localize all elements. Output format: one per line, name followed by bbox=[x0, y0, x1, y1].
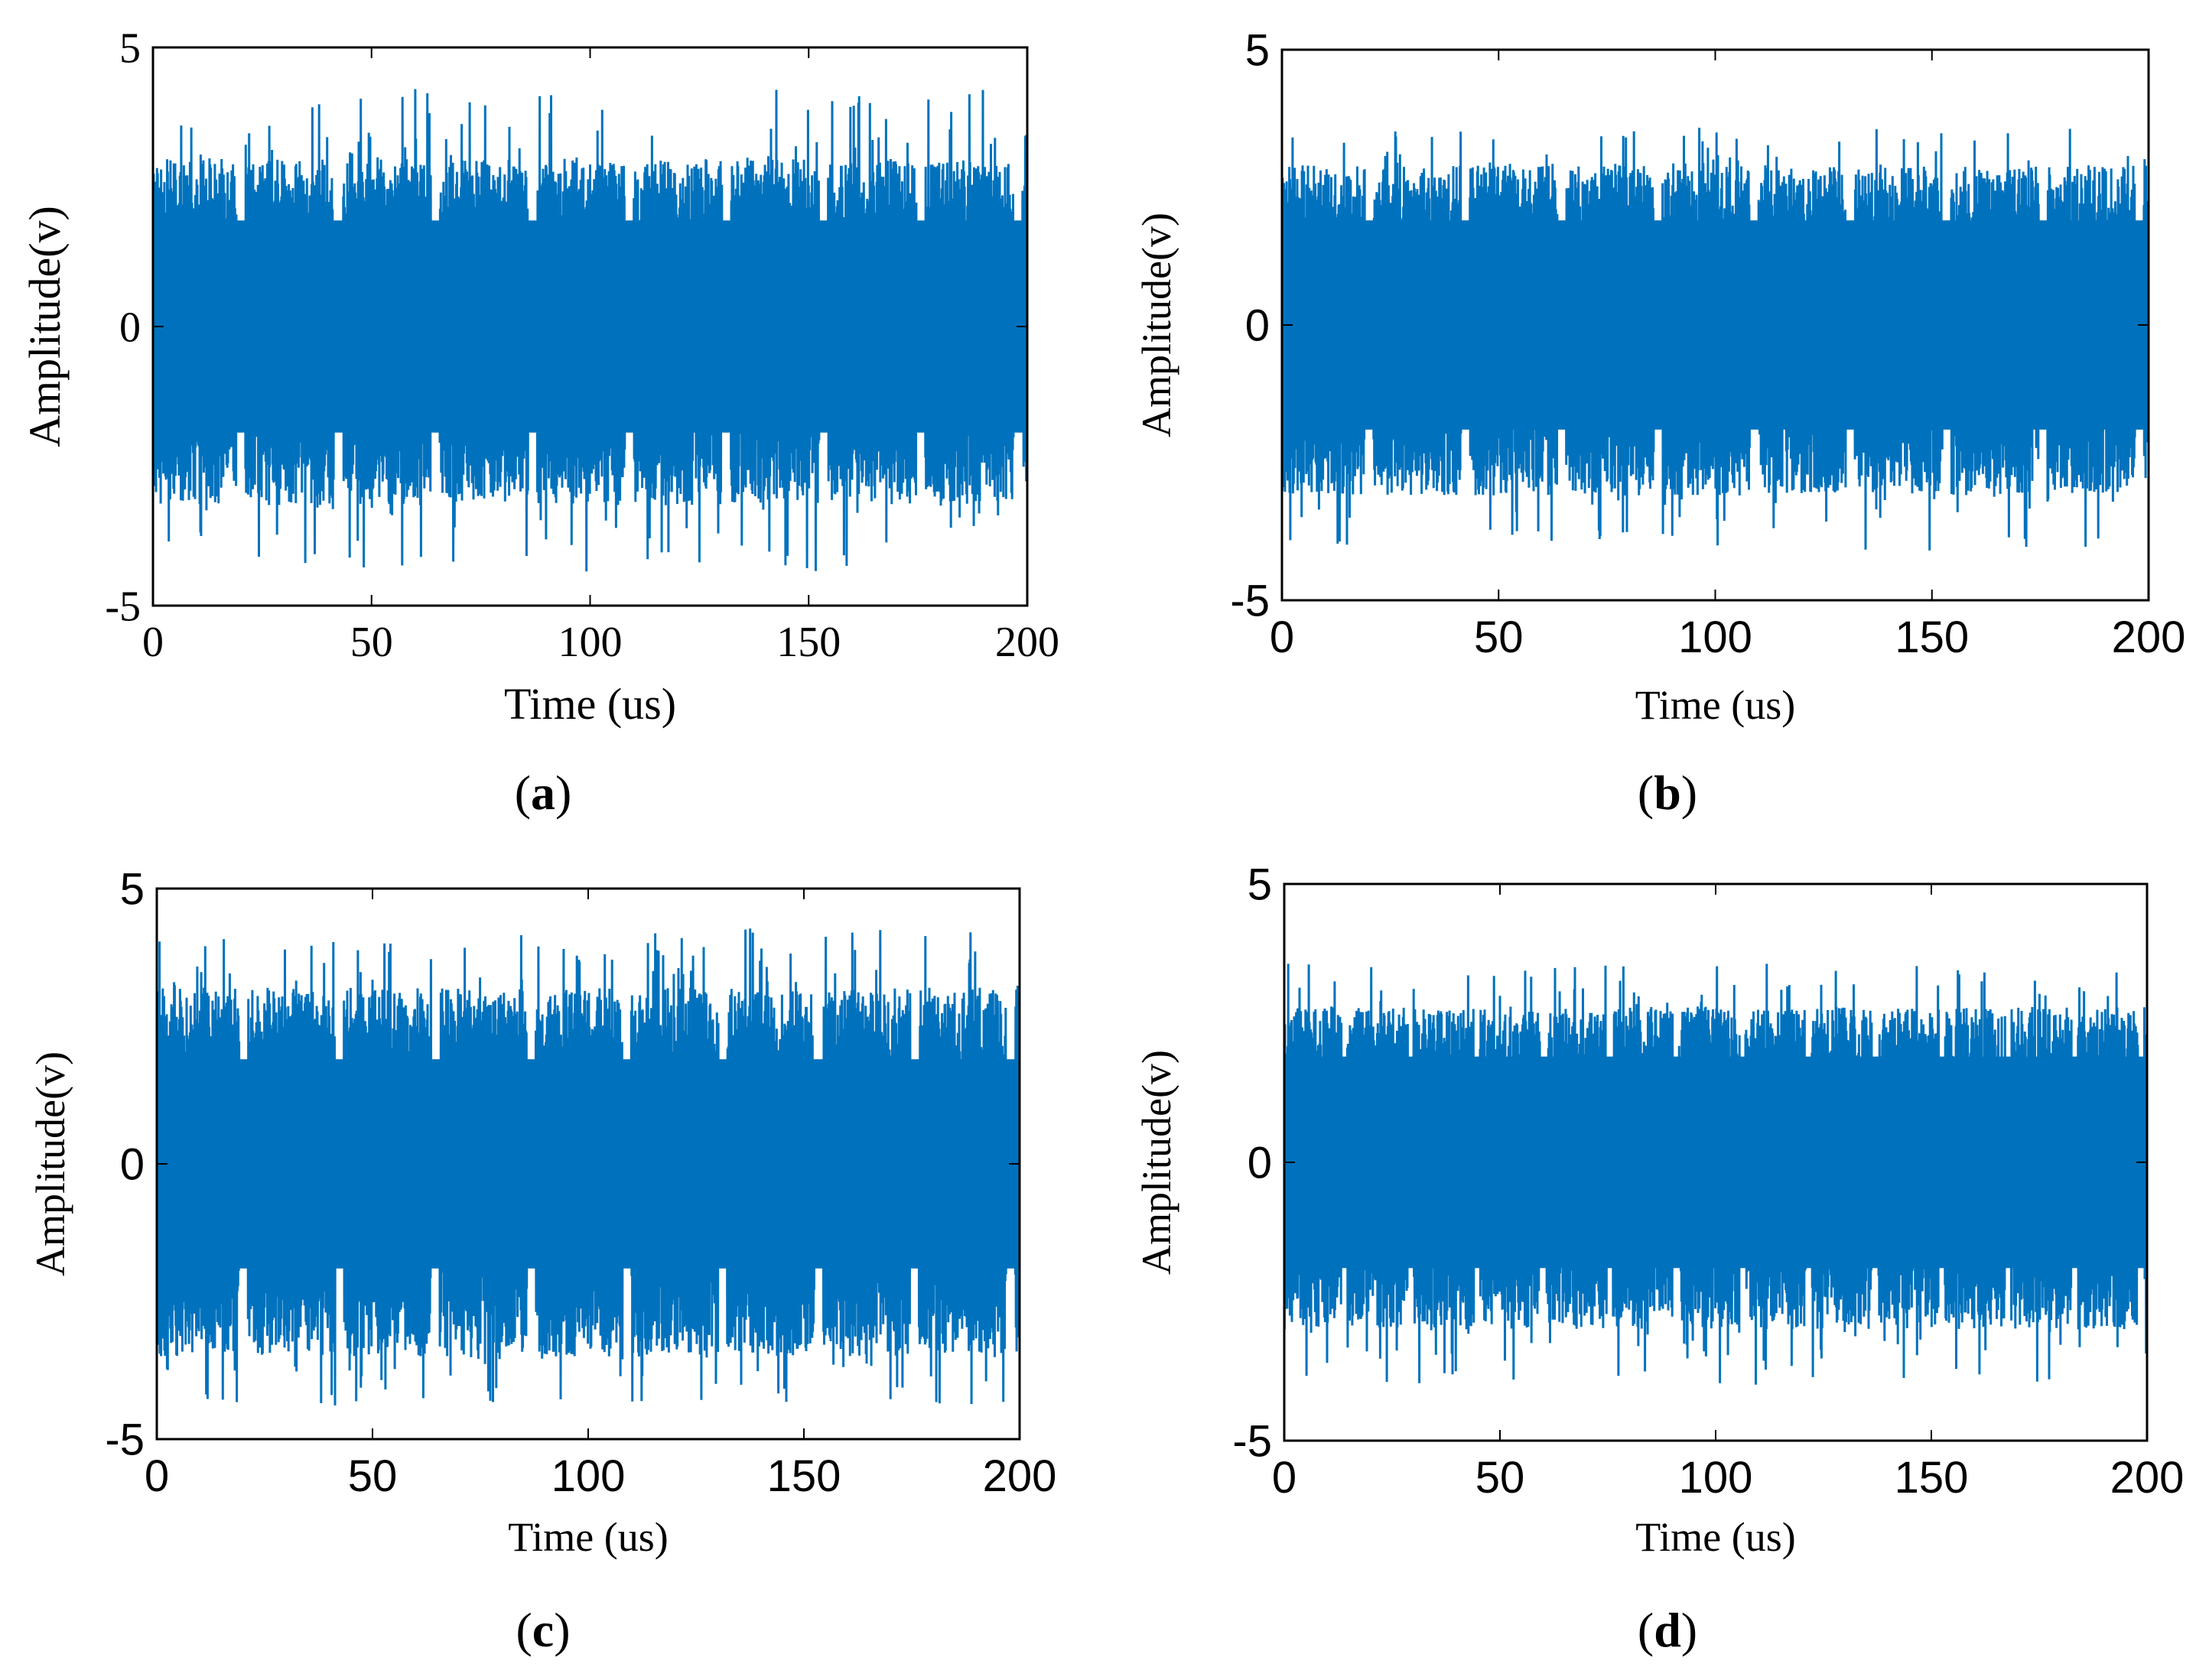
caption-c: (c) bbox=[516, 1603, 571, 1657]
chart-panel-b: 0 50 100 150 200 -5 0 5 Time (us) Amplitude(v) bbox=[1104, 0, 2209, 757]
y-tick-label: 0 bbox=[120, 1139, 145, 1189]
x-tick-label: 100 bbox=[1679, 1453, 1753, 1503]
x-tick-label: 200 bbox=[2110, 1453, 2185, 1503]
chart-panel-d: 0 50 100 150 200 -5 0 5 Time (us) Amplitude(v) bbox=[1104, 840, 2209, 1597]
y-tick-label: 5 bbox=[1245, 25, 1270, 75]
caption-b: (b) bbox=[1637, 765, 1698, 820]
y-axis-label: Amplitude(v) bbox=[1134, 213, 1179, 437]
signal-core-band bbox=[153, 220, 1027, 433]
x-tick-label: 200 bbox=[2112, 613, 2186, 662]
x-tick-label: 0 bbox=[1270, 613, 1294, 662]
caption-a-letter: a bbox=[531, 765, 555, 820]
y-tick-label: 5 bbox=[1248, 859, 1272, 909]
y-tick-label: -5 bbox=[105, 583, 141, 631]
caption-d-letter: d bbox=[1654, 1603, 1681, 1657]
y-tick-label: 5 bbox=[119, 25, 141, 73]
y-tick-label: 5 bbox=[120, 864, 145, 914]
x-tick-label: 0 bbox=[145, 1451, 169, 1501]
y-axis-label: Amplitude(v) bbox=[20, 206, 70, 447]
x-axis-label: Time (us) bbox=[1635, 682, 1796, 728]
x-tick-label: 100 bbox=[551, 1451, 626, 1501]
signal-core-band bbox=[157, 1059, 1020, 1269]
x-tick-label: 200 bbox=[995, 619, 1059, 666]
x-tick-label: 100 bbox=[1678, 613, 1752, 662]
chart-panel-a: 0 50 100 150 200 -5 0 5 Time (us) Amplitude(v) bbox=[0, 0, 1104, 757]
x-axis-label: Time (us) bbox=[1635, 1514, 1796, 1560]
y-tick-label: -5 bbox=[1232, 1416, 1272, 1466]
caption-d: (d) bbox=[1637, 1603, 1698, 1657]
x-tick-label: 150 bbox=[1895, 1453, 1969, 1503]
y-axis-label: Amplitude(v) bbox=[1134, 1050, 1179, 1275]
chart-panel-c: 0 50 100 150 200 -5 0 5 Time (us) Amplitude(v) bbox=[0, 840, 1104, 1597]
x-tick-label: 150 bbox=[1895, 613, 1969, 662]
caption-b-letter: b bbox=[1654, 765, 1681, 820]
x-tick-label: 100 bbox=[558, 619, 623, 666]
y-tick-label: 0 bbox=[1248, 1138, 1272, 1188]
x-axis-label: Time (us) bbox=[504, 679, 676, 729]
y-tick-label: 0 bbox=[1245, 301, 1270, 350]
y-axis-label: Amplitude(v) bbox=[28, 1051, 73, 1276]
x-tick-label: 150 bbox=[767, 1451, 841, 1501]
caption-c-letter: c bbox=[532, 1603, 555, 1657]
x-tick-label: 50 bbox=[350, 619, 393, 666]
signal-core-band bbox=[1284, 1056, 2147, 1269]
y-tick-label: -5 bbox=[1230, 576, 1270, 626]
x-tick-label: 0 bbox=[142, 619, 164, 666]
x-tick-label: 50 bbox=[1474, 613, 1524, 662]
x-tick-label: 0 bbox=[1272, 1453, 1296, 1503]
y-tick-label: 0 bbox=[119, 304, 141, 352]
caption-a: (a) bbox=[514, 765, 572, 820]
x-tick-label: 50 bbox=[348, 1451, 398, 1501]
x-axis-label: Time (us) bbox=[508, 1514, 669, 1560]
signal-core-band bbox=[1282, 220, 2149, 430]
y-tick-label: -5 bbox=[105, 1415, 145, 1464]
x-tick-label: 50 bbox=[1475, 1453, 1525, 1503]
x-tick-label: 200 bbox=[983, 1451, 1057, 1501]
x-tick-label: 150 bbox=[776, 619, 841, 666]
